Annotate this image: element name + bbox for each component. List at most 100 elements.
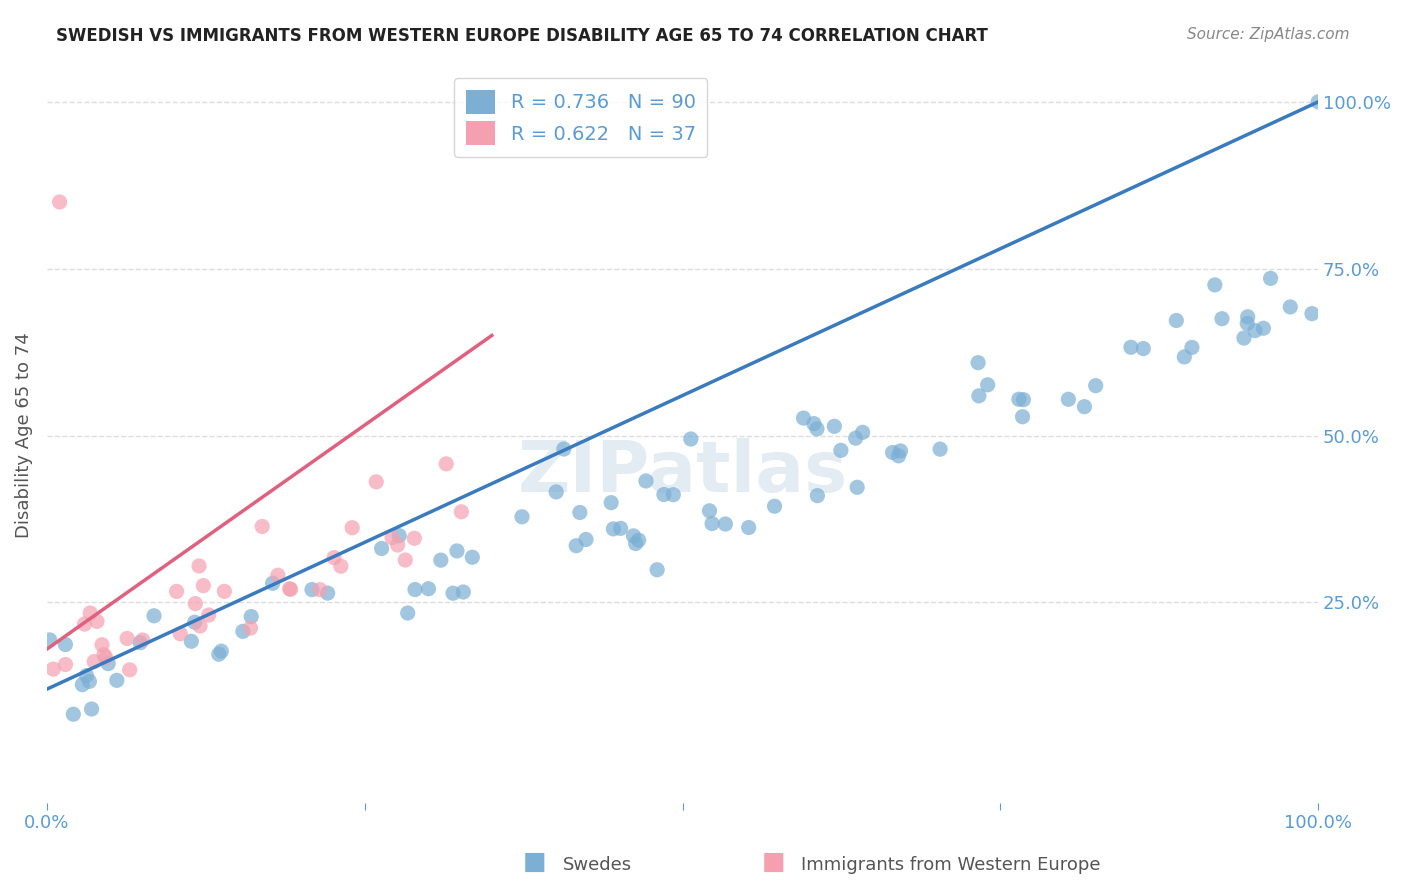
Immigrants from Western Europe [394,553,416,567]
Swedes [889,444,911,458]
Swedes [627,533,650,548]
Swedes [388,528,411,542]
Swedes [1119,340,1142,354]
Text: ■: ■ [523,850,546,874]
Immigrants from Western Europe [169,626,191,640]
Text: Immigrants from Western Europe: Immigrants from Western Europe [801,856,1101,874]
Swedes [634,474,657,488]
Swedes [600,495,623,509]
Swedes [129,635,152,649]
Immigrants from Western Europe [250,519,273,533]
Swedes [1008,392,1031,407]
Immigrants from Western Europe [94,650,117,665]
Immigrants from Western Europe [73,617,96,632]
Immigrants from Western Europe [197,607,219,622]
Swedes [418,582,440,596]
Swedes [240,609,263,624]
Swedes [183,615,205,630]
Swedes [645,563,668,577]
Swedes [553,442,575,456]
Immigrants from Western Europe [340,521,363,535]
Swedes [546,484,568,499]
Immigrants from Western Europe [329,559,352,574]
Swedes [1204,277,1226,292]
Immigrants from Western Europe [86,615,108,629]
Swedes [852,425,875,440]
Immigrants from Western Europe [93,648,115,662]
Swedes [1301,307,1323,321]
Swedes [624,536,647,550]
Swedes [430,553,453,567]
Swedes [1211,311,1233,326]
Swedes [803,417,825,431]
Swedes [575,533,598,547]
Swedes [737,520,759,534]
Swedes [1132,342,1154,356]
Swedes [609,521,631,535]
Swedes [461,550,484,565]
Swedes [1244,324,1267,338]
Swedes [623,529,645,543]
Swedes [208,647,231,661]
Swedes [1253,321,1275,335]
Swedes [1084,378,1107,392]
Text: Source: ZipAtlas.com: Source: ZipAtlas.com [1187,27,1350,42]
Swedes [1279,300,1302,314]
Swedes [453,585,475,599]
Swedes [76,668,98,682]
Swedes [1166,313,1188,327]
Immigrants from Western Europe [55,657,77,672]
Swedes [565,539,588,553]
Swedes [1011,409,1033,424]
Immigrants from Western Europe [184,597,207,611]
Immigrants from Western Europe [48,194,70,209]
Text: SWEDISH VS IMMIGRANTS FROM WESTERN EUROPE DISABILITY AGE 65 TO 74 CORRELATION CH: SWEDISH VS IMMIGRANTS FROM WESTERN EUROP… [56,27,988,45]
Swedes [967,389,990,403]
Swedes [80,702,103,716]
Immigrants from Western Europe [404,531,426,545]
Swedes [662,488,685,502]
Immigrants from Western Europe [214,584,236,599]
Swedes [72,678,94,692]
Swedes [232,624,254,639]
Swedes [1073,400,1095,414]
Immigrants from Western Europe [79,606,101,620]
Swedes [1236,317,1258,331]
Swedes [1057,392,1080,407]
Swedes [143,608,166,623]
Swedes [967,356,990,370]
Swedes [441,586,464,600]
Swedes [370,541,392,556]
Swedes [714,516,737,531]
Swedes [823,419,845,434]
Immigrants from Western Europe [239,621,262,635]
Text: Swedes: Swedes [562,856,631,874]
Swedes [830,443,852,458]
Immigrants from Western Europe [166,584,188,599]
Legend: R = 0.736   N = 90, R = 0.622   N = 37: R = 0.736 N = 90, R = 0.622 N = 37 [454,78,707,157]
Swedes [882,445,904,459]
Swedes [105,673,128,688]
Immigrants from Western Europe [193,579,215,593]
Swedes [38,632,60,647]
Swedes [180,634,202,648]
Swedes [510,509,533,524]
Swedes [652,487,675,501]
Swedes [700,516,723,531]
Swedes [1308,95,1330,109]
Swedes [396,606,419,620]
Swedes [602,522,624,536]
Immigrants from Western Europe [278,582,301,596]
Immigrants from Western Europe [323,550,346,565]
Immigrants from Western Europe [450,505,472,519]
Swedes [568,506,591,520]
Immigrants from Western Europe [387,538,409,552]
Y-axis label: Disability Age 65 to 74: Disability Age 65 to 74 [15,333,32,539]
Immigrants from Western Europe [91,638,114,652]
Swedes [209,644,232,658]
Swedes [1173,350,1195,364]
Swedes [262,576,284,591]
Swedes [887,449,910,463]
Swedes [62,707,84,722]
Swedes [806,422,828,436]
